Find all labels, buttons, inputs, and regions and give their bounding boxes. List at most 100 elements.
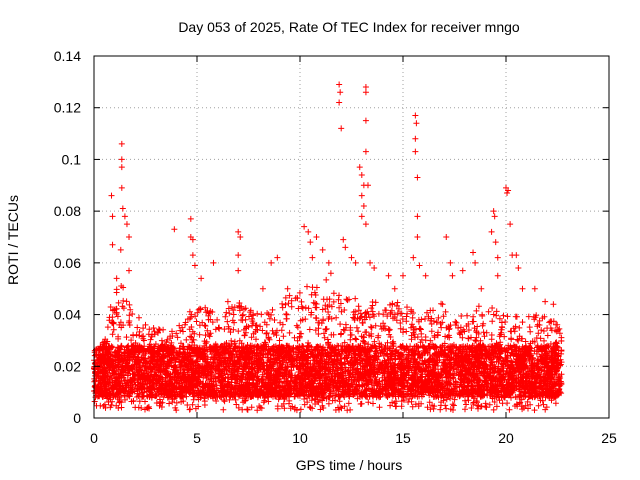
roti-point bbox=[371, 265, 378, 272]
x-tick-label: 15 bbox=[395, 430, 411, 446]
roti-point bbox=[235, 228, 242, 235]
roti-point bbox=[391, 285, 398, 292]
x-tick-label: 0 bbox=[90, 430, 98, 446]
roti-point bbox=[336, 99, 343, 106]
roti-point bbox=[412, 112, 419, 119]
roti-point bbox=[358, 213, 365, 220]
x-tick-label: 20 bbox=[498, 430, 514, 446]
roti-point bbox=[191, 262, 198, 269]
roti-point bbox=[385, 272, 392, 279]
roti-point bbox=[210, 259, 217, 266]
roti-point bbox=[113, 275, 120, 282]
plot-frame bbox=[93, 55, 610, 419]
roti-point bbox=[459, 267, 466, 274]
x-tick-label: 25 bbox=[601, 430, 617, 446]
roti-point bbox=[414, 174, 421, 181]
roti-point bbox=[362, 221, 369, 228]
roti-point bbox=[416, 262, 423, 269]
roti-point bbox=[422, 272, 429, 279]
roti-point bbox=[358, 192, 365, 199]
roti-point bbox=[224, 298, 231, 305]
roti-point bbox=[507, 221, 514, 228]
roti-point bbox=[268, 259, 275, 266]
roti-point bbox=[494, 254, 501, 261]
roti-point bbox=[305, 228, 312, 235]
y-axis-label: ROTI / TECUs bbox=[5, 195, 21, 285]
roti-point bbox=[327, 270, 334, 277]
x-tick-label: 5 bbox=[193, 430, 201, 446]
roti-point bbox=[134, 324, 141, 331]
roti-point bbox=[189, 236, 196, 243]
roti-point bbox=[413, 120, 420, 127]
roti-point bbox=[109, 241, 116, 248]
y-tick-label: 0.02 bbox=[54, 358, 81, 374]
roti-point bbox=[119, 205, 126, 212]
roti-point bbox=[362, 84, 369, 91]
roti-point bbox=[362, 148, 369, 155]
roti-point bbox=[118, 140, 125, 147]
roti-point-cloud bbox=[91, 276, 565, 414]
x-axis-label: GPS time / hours bbox=[296, 457, 403, 473]
y-tick-labels: 0 0.02 0.04 0.06 0.08 0.1 0.12 0.14 bbox=[54, 48, 81, 426]
y-tick-label: 0.08 bbox=[54, 203, 81, 219]
roti-point bbox=[488, 228, 495, 235]
roti-point bbox=[358, 171, 365, 178]
y-tick-label: 0.1 bbox=[62, 151, 82, 167]
roti-point bbox=[531, 285, 538, 292]
roti-point bbox=[336, 81, 343, 88]
roti-point bbox=[472, 259, 479, 266]
roti-point bbox=[274, 254, 281, 261]
roti-point bbox=[492, 239, 499, 246]
roti-point bbox=[109, 213, 116, 220]
roti-point bbox=[360, 202, 367, 209]
roti-point bbox=[542, 298, 549, 305]
roti-point bbox=[108, 192, 115, 199]
roti-point bbox=[337, 89, 344, 96]
roti-point bbox=[515, 265, 522, 272]
roti-point bbox=[362, 89, 369, 96]
chart-title: Day 053 of 2025, Rate Of TEC Index for r… bbox=[178, 19, 520, 35]
roti-point bbox=[513, 252, 520, 259]
roti-point bbox=[307, 239, 314, 246]
roti-point bbox=[284, 285, 291, 292]
roti-point bbox=[470, 249, 477, 256]
roti-point bbox=[367, 259, 374, 266]
roti-point bbox=[364, 182, 371, 189]
roti-point bbox=[117, 246, 124, 253]
y-tick-label: 0 bbox=[73, 410, 81, 426]
roti-point bbox=[142, 321, 149, 328]
roti-point bbox=[348, 254, 355, 261]
roti-point bbox=[259, 285, 266, 292]
roti-point bbox=[414, 213, 421, 220]
roti-point bbox=[121, 213, 128, 220]
roti-point bbox=[447, 259, 454, 266]
roti-point bbox=[123, 221, 130, 228]
x-tick-label: 10 bbox=[292, 430, 308, 446]
roti-point bbox=[235, 267, 242, 274]
roti-point bbox=[412, 148, 419, 155]
y-tick-label: 0.04 bbox=[54, 307, 81, 323]
y-tick-label: 0.06 bbox=[54, 255, 81, 271]
roti-point bbox=[505, 187, 512, 194]
roti-point bbox=[410, 254, 417, 261]
roti-point bbox=[309, 254, 316, 261]
roti-point bbox=[356, 164, 363, 171]
roti-point bbox=[319, 246, 326, 253]
roti-point bbox=[118, 184, 125, 191]
roti-point bbox=[490, 208, 497, 215]
x-tick-labels: 0 5 10 15 20 25 bbox=[90, 430, 617, 446]
roti-point bbox=[414, 234, 421, 240]
data-points bbox=[91, 81, 565, 414]
roti-point bbox=[412, 135, 419, 142]
roti-point bbox=[154, 329, 161, 336]
roti-point bbox=[187, 215, 194, 222]
roti-point bbox=[443, 234, 450, 240]
roti-point bbox=[235, 252, 242, 259]
roti-point bbox=[550, 301, 557, 308]
roti-point bbox=[342, 244, 349, 251]
roti-point bbox=[126, 267, 133, 274]
roti-point bbox=[494, 272, 501, 279]
roti-point bbox=[237, 234, 244, 240]
roti-point bbox=[340, 236, 347, 243]
